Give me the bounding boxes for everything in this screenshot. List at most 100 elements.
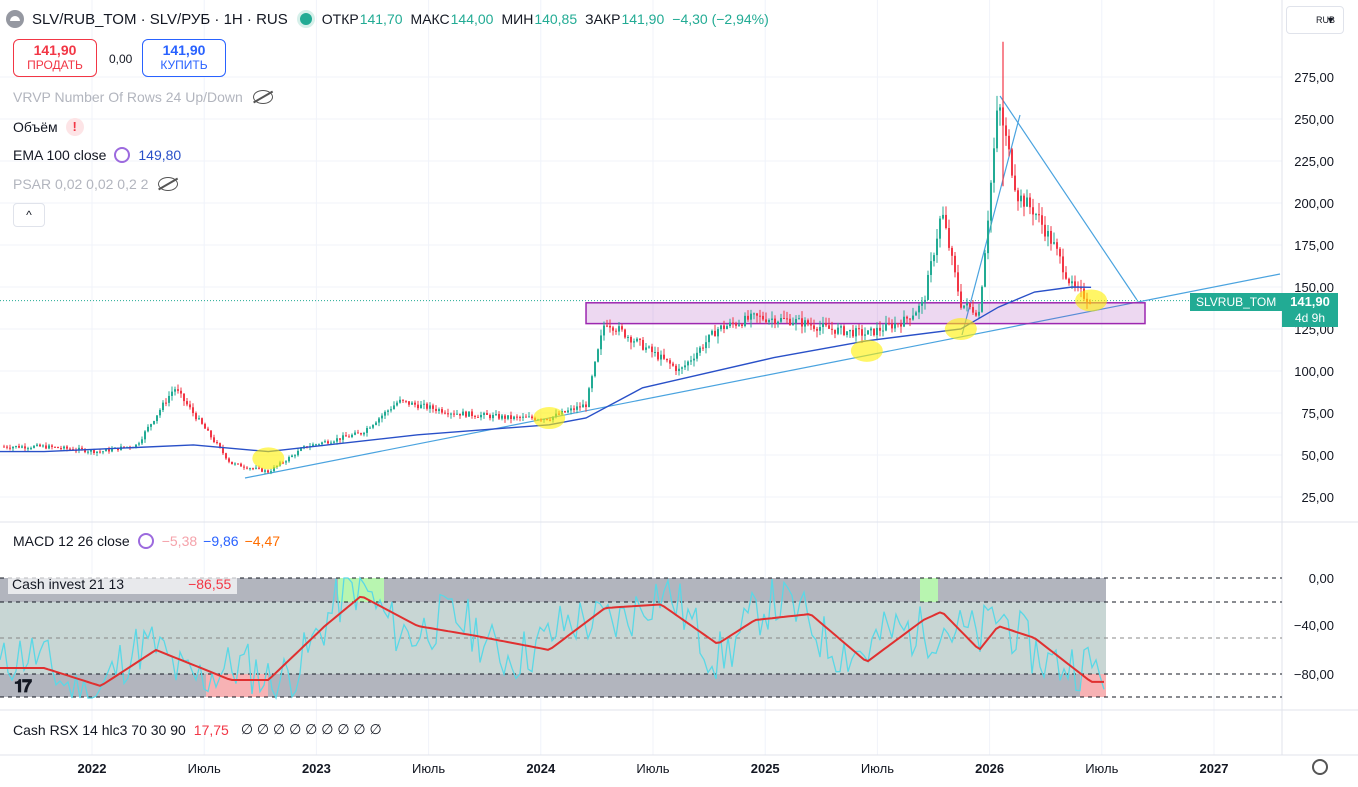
candle-body bbox=[48, 445, 50, 449]
cash-invest-value: −86,55 bbox=[188, 576, 232, 592]
candle-body bbox=[1059, 248, 1061, 257]
candle-body bbox=[240, 463, 242, 467]
candle-body bbox=[462, 411, 464, 416]
candle-body bbox=[858, 328, 860, 330]
osc-band-lower bbox=[0, 674, 1106, 697]
indicator-vrvp[interactable]: VRVP Number Of Rows 24 Up/Down bbox=[13, 89, 273, 105]
buy-label: КУПИТЬ bbox=[160, 58, 208, 72]
candle-body bbox=[390, 409, 392, 411]
candle-body bbox=[597, 349, 599, 362]
candle-body bbox=[372, 424, 374, 428]
candle-body bbox=[231, 461, 233, 465]
candle-body bbox=[138, 443, 140, 445]
candle-body bbox=[411, 402, 413, 405]
candle-body bbox=[612, 327, 614, 331]
sell-button[interactable]: 141,90 ПРОДАТЬ bbox=[13, 39, 97, 77]
indicator-ema[interactable]: EMA 100 close 149,80 bbox=[13, 147, 181, 163]
candle-body bbox=[192, 407, 194, 414]
recalc-icon[interactable] bbox=[114, 147, 131, 163]
resistance-zone[interactable] bbox=[585, 302, 1146, 325]
candle-body bbox=[819, 327, 821, 331]
candle-body bbox=[1011, 149, 1013, 176]
candle-body bbox=[693, 358, 695, 361]
hidden-eye-icon[interactable] bbox=[252, 90, 273, 104]
settings-gear-icon[interactable] bbox=[1312, 759, 1328, 775]
candle-body bbox=[528, 416, 530, 418]
candle-body bbox=[696, 352, 698, 359]
collapse-legend-button[interactable]: ^ bbox=[13, 203, 45, 227]
candle-body bbox=[354, 432, 356, 435]
candle-body bbox=[615, 330, 617, 332]
candle-body bbox=[951, 247, 953, 256]
cash-invest-legend[interactable]: Cash invest 21 13 −86,55 bbox=[8, 574, 238, 594]
candle-body bbox=[339, 438, 341, 440]
candle-body bbox=[681, 367, 683, 369]
candle-body bbox=[774, 318, 776, 324]
highlight-marker bbox=[944, 318, 977, 340]
candle-body bbox=[969, 303, 971, 308]
candle-body bbox=[189, 404, 191, 408]
candle-body bbox=[606, 325, 608, 327]
candle-body bbox=[159, 410, 161, 416]
candle-body bbox=[381, 415, 383, 419]
candle-body bbox=[426, 403, 428, 409]
candle-body bbox=[330, 442, 332, 444]
candle-body bbox=[954, 255, 956, 273]
indicator-psar[interactable]: PSAR 0,02 0,02 0,2 2 bbox=[13, 176, 179, 192]
candle-body bbox=[645, 347, 647, 350]
warning-icon[interactable]: ! bbox=[65, 118, 84, 136]
candle-body bbox=[504, 415, 506, 419]
candle-body bbox=[264, 470, 266, 472]
candle-body bbox=[936, 238, 938, 256]
candle-body bbox=[156, 415, 158, 422]
cash-rsx-legend[interactable]: Cash RSX 14 hlc3 70 30 90 17,75 ∅ ∅ ∅ ∅ … bbox=[13, 721, 382, 738]
candle-body bbox=[111, 448, 113, 452]
candle-body bbox=[897, 323, 899, 325]
osc-overbought-fill bbox=[338, 578, 384, 602]
candle-body bbox=[399, 399, 401, 403]
currency-select[interactable]: RUB ▼ bbox=[1286, 6, 1344, 34]
psar-label: PSAR 0,02 0,02 0,2 2 bbox=[13, 176, 149, 192]
candle-body bbox=[942, 214, 944, 219]
candle-body bbox=[384, 411, 386, 416]
hidden-eye-icon[interactable] bbox=[158, 177, 179, 191]
candle-body bbox=[474, 416, 476, 418]
candle-body bbox=[585, 404, 587, 408]
candle-body bbox=[15, 445, 17, 447]
candle-body bbox=[708, 334, 710, 343]
y-tick-label: 250,00 bbox=[1294, 112, 1334, 127]
indicator-volume[interactable]: Объём ! bbox=[13, 118, 84, 136]
candle-body bbox=[183, 393, 185, 402]
descending-trendline[interactable] bbox=[999, 95, 1138, 301]
tradingview-logo[interactable]: 𝟏𝟕 bbox=[14, 676, 32, 696]
candle-body bbox=[174, 389, 176, 392]
y-tick-label: 25,00 bbox=[1301, 490, 1334, 505]
candle-body bbox=[960, 291, 962, 308]
recalc-icon[interactable] bbox=[137, 533, 154, 549]
macd-legend[interactable]: MACD 12 26 close −5,38 −9,86 −4,47 bbox=[13, 533, 280, 549]
low-value: 140,85 bbox=[534, 11, 578, 27]
candle-body bbox=[33, 445, 35, 448]
candle-body bbox=[369, 427, 371, 429]
ema-100-line[interactable] bbox=[0, 286, 1092, 453]
candle-body bbox=[996, 110, 998, 149]
sell-label: ПРОДАТЬ bbox=[27, 58, 83, 72]
buy-button[interactable]: 141,90 КУПИТЬ bbox=[142, 39, 226, 77]
currency-value: RUB bbox=[1315, 15, 1335, 25]
candle-body bbox=[726, 326, 728, 329]
ascending-trendline[interactable] bbox=[244, 273, 1281, 479]
candle-body bbox=[453, 413, 455, 415]
cash-invest-slow-line[interactable] bbox=[0, 595, 1104, 687]
candle-body bbox=[45, 445, 47, 449]
candle-body bbox=[891, 323, 893, 329]
close-label: ЗАКР bbox=[585, 11, 621, 27]
candle-body bbox=[1041, 215, 1043, 225]
symbol-title[interactable]: SLV/RUB_TOM · SLV/РУБ · 1H · RUS bbox=[32, 10, 288, 28]
candle-body bbox=[216, 442, 218, 444]
candle-body bbox=[141, 439, 143, 444]
candle-body bbox=[456, 413, 458, 415]
candle-body bbox=[687, 361, 689, 366]
candle-body bbox=[792, 322, 794, 325]
candle-body bbox=[498, 414, 500, 419]
